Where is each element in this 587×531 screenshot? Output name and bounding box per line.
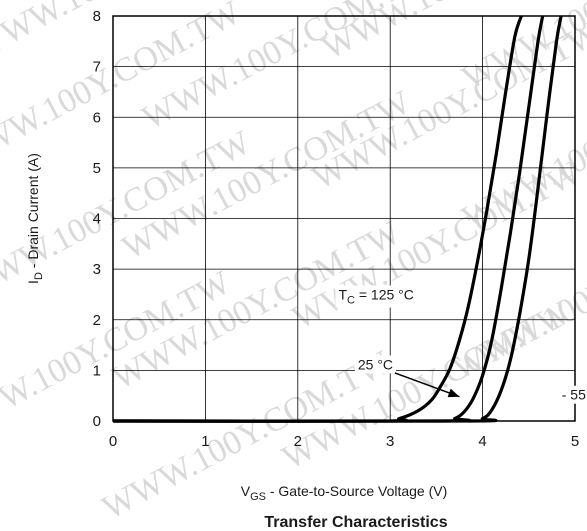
y-tick-label: 4: [93, 211, 101, 228]
annotation-125c: TC = 125 °C: [338, 287, 413, 307]
grid-layer: [113, 16, 575, 421]
annotation-25c-background: [354, 355, 397, 374]
x-tick-label: 3: [386, 433, 394, 450]
y-tick-label: 5: [93, 160, 101, 177]
x-tick-label: 2: [294, 433, 302, 450]
x-tick-label: 0: [109, 433, 117, 450]
x-axis-label-rest: - Gate-to-Source Voltage (V): [266, 483, 447, 499]
x-tick-label: 4: [478, 433, 486, 450]
x-axis-label-sub: GS: [250, 491, 266, 503]
y-tick-label: 2: [93, 312, 101, 329]
x-tick-label: 5: [571, 433, 579, 450]
plot-frame: [112, 15, 576, 422]
y-tick-label: 6: [93, 109, 101, 126]
y-axis-label-sub: D: [33, 272, 45, 280]
annotation-125c-background: [335, 285, 417, 308]
annotation-minus55c: - 55 °C: [562, 387, 587, 403]
y-tick-label: 7: [93, 59, 101, 76]
annotation-25c: 25 °C: [358, 356, 393, 372]
x-axis-label: VGS - Gate-to-Source Voltage (V): [241, 483, 448, 503]
x-tick-label: 1: [201, 433, 209, 450]
y-axis-label-rest: - Drain Current (A): [25, 153, 41, 272]
y-axis-label-main: I: [25, 280, 41, 284]
annotation-minus55c-background: [559, 385, 587, 404]
annotation-minus55c-main: - 55 °C: [562, 387, 587, 403]
y-tick-label: 8: [93, 8, 101, 25]
annotation-25c-main: 25 °C: [358, 356, 393, 372]
y-axis-label: ID - Drain Current (A): [25, 153, 45, 284]
annotation-25c-arrowhead: [447, 388, 460, 398]
annotation-25c-arrow: [394, 372, 460, 398]
chart-title: Transfer Characteristics: [264, 514, 447, 531]
annotation-125c-rest: = 125 °C: [355, 287, 414, 303]
x-axis-label-main: V: [241, 483, 251, 499]
tick-labels: 0 1 2 3 4 5 0 1 2 3 4 5 6 7 8: [93, 8, 580, 450]
y-tick-label: 3: [93, 261, 101, 278]
annotation-125c-sub: C: [347, 295, 355, 307]
y-tick-label: 0: [93, 413, 101, 430]
y-tick-label: 1: [93, 362, 101, 379]
annotation-125c-main: T: [338, 287, 347, 303]
